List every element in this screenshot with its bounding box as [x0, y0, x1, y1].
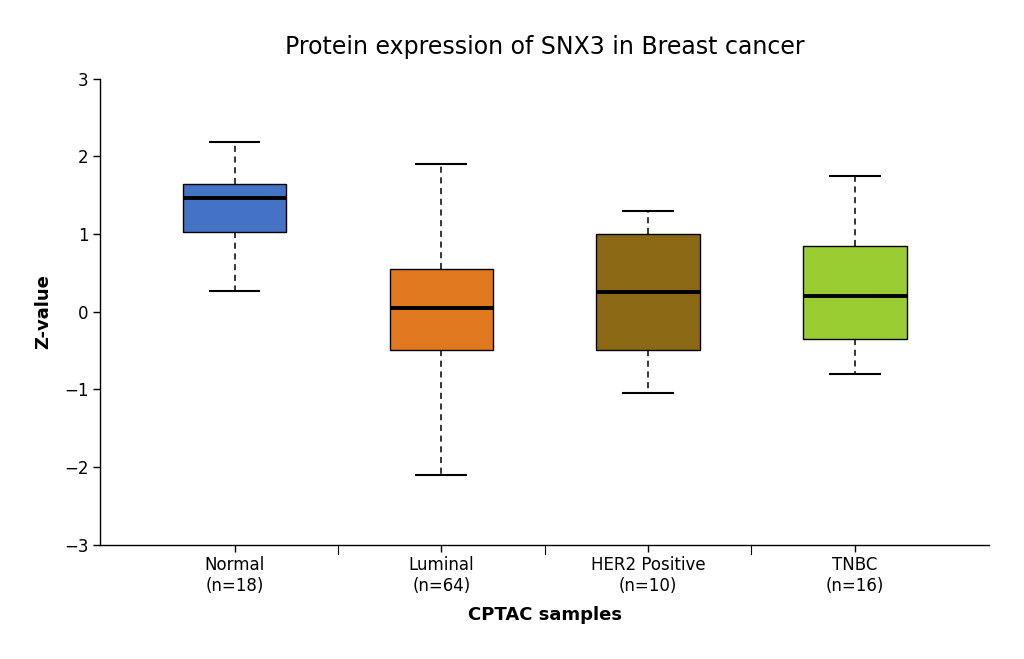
PathPatch shape — [183, 184, 287, 233]
PathPatch shape — [596, 234, 699, 351]
Title: Protein expression of SNX3 in Breast cancer: Protein expression of SNX3 in Breast can… — [285, 35, 805, 59]
PathPatch shape — [803, 246, 906, 339]
Y-axis label: Z-value: Z-value — [35, 274, 52, 349]
X-axis label: CPTAC samples: CPTAC samples — [468, 606, 622, 624]
PathPatch shape — [389, 269, 493, 351]
